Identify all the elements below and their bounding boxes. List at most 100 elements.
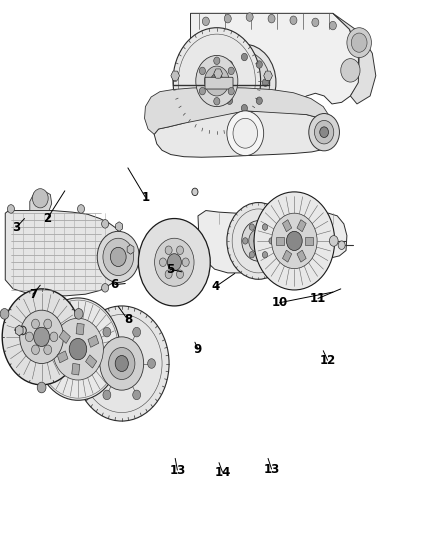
Circle shape (32, 189, 48, 208)
Circle shape (228, 87, 234, 95)
Circle shape (155, 238, 194, 286)
Text: 14: 14 (214, 466, 231, 479)
Circle shape (227, 203, 290, 279)
Text: 13: 13 (169, 464, 186, 477)
Circle shape (138, 219, 210, 306)
Circle shape (220, 79, 226, 86)
Circle shape (254, 236, 263, 246)
Circle shape (205, 66, 229, 96)
Circle shape (37, 382, 46, 393)
Circle shape (115, 356, 128, 372)
Circle shape (309, 114, 339, 151)
Circle shape (215, 69, 222, 78)
Circle shape (32, 319, 39, 329)
Text: 5: 5 (166, 263, 174, 276)
Circle shape (44, 345, 52, 354)
Text: 13: 13 (263, 463, 280, 475)
Circle shape (262, 79, 268, 86)
Text: 1: 1 (141, 191, 149, 204)
Circle shape (229, 64, 260, 101)
Polygon shape (15, 325, 23, 336)
Circle shape (268, 14, 275, 23)
Circle shape (320, 127, 328, 138)
Bar (283, 250, 292, 262)
Circle shape (165, 246, 172, 254)
Circle shape (214, 98, 220, 105)
Circle shape (214, 57, 220, 64)
Circle shape (262, 252, 268, 258)
Circle shape (290, 16, 297, 25)
Circle shape (32, 345, 39, 354)
Text: 2: 2 (43, 212, 51, 225)
Circle shape (243, 238, 248, 244)
Circle shape (192, 188, 198, 196)
Circle shape (167, 254, 181, 271)
Text: 4: 4 (212, 280, 219, 293)
Circle shape (228, 67, 234, 75)
Circle shape (249, 252, 254, 258)
Polygon shape (264, 71, 272, 80)
Circle shape (241, 53, 247, 61)
Circle shape (100, 337, 144, 390)
Polygon shape (214, 69, 223, 78)
Bar (88, 335, 99, 348)
Circle shape (341, 59, 360, 82)
Circle shape (265, 71, 272, 80)
Circle shape (34, 327, 49, 346)
Circle shape (110, 247, 126, 266)
Circle shape (25, 332, 33, 342)
Text: 3: 3 (13, 221, 21, 233)
Bar (276, 237, 284, 245)
Circle shape (102, 220, 109, 228)
Polygon shape (198, 211, 347, 273)
Circle shape (347, 28, 371, 58)
Circle shape (133, 327, 141, 337)
Circle shape (74, 306, 169, 421)
Polygon shape (30, 191, 52, 211)
Bar (72, 364, 80, 375)
Circle shape (177, 246, 184, 254)
Polygon shape (154, 111, 335, 157)
Circle shape (148, 359, 155, 368)
Circle shape (177, 270, 184, 279)
Bar (59, 330, 71, 343)
Circle shape (97, 231, 139, 282)
Circle shape (102, 284, 109, 292)
Circle shape (173, 28, 261, 134)
Circle shape (241, 104, 247, 112)
Circle shape (196, 55, 238, 107)
Circle shape (329, 236, 338, 246)
Circle shape (314, 120, 334, 144)
Circle shape (219, 52, 270, 114)
Circle shape (329, 21, 336, 30)
Circle shape (2, 289, 81, 385)
Circle shape (0, 309, 9, 319)
Circle shape (227, 111, 264, 156)
Circle shape (7, 205, 14, 213)
Polygon shape (145, 87, 332, 134)
Text: 11: 11 (310, 292, 326, 305)
Circle shape (109, 348, 135, 379)
Circle shape (338, 241, 345, 249)
Text: 7: 7 (29, 288, 37, 301)
Circle shape (269, 238, 274, 244)
Circle shape (182, 258, 189, 266)
Circle shape (159, 258, 166, 266)
Text: 12: 12 (319, 354, 336, 367)
Circle shape (226, 97, 233, 104)
Bar (76, 323, 84, 335)
Text: 10: 10 (271, 296, 288, 309)
Circle shape (351, 33, 367, 52)
Circle shape (78, 205, 85, 213)
Circle shape (44, 319, 52, 329)
Circle shape (211, 74, 223, 88)
Circle shape (172, 71, 179, 80)
Bar (57, 351, 68, 363)
Text: 8: 8 (124, 313, 132, 326)
Text: 9: 9 (194, 343, 202, 356)
Circle shape (249, 224, 254, 230)
Circle shape (116, 223, 122, 230)
Circle shape (237, 73, 252, 92)
Circle shape (213, 44, 276, 121)
Circle shape (256, 97, 262, 104)
